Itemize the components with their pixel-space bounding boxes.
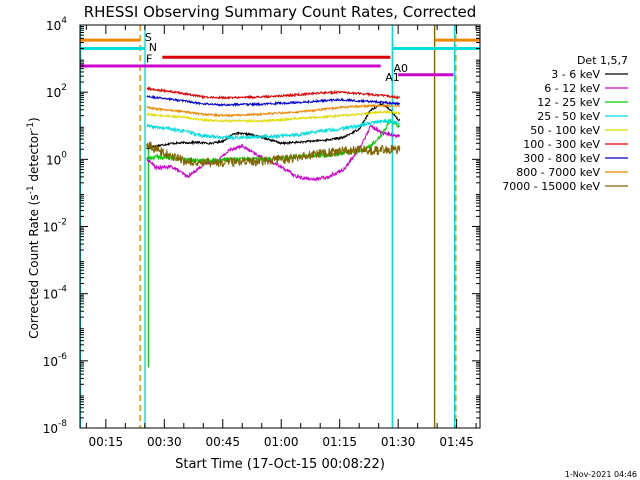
annotation-label-4: A1 <box>385 71 400 84</box>
series-line-0 <box>146 103 401 150</box>
footer-date: 1-Nov-2021 04:46 <box>565 470 637 479</box>
y-tick-label-2: 100 <box>46 150 67 167</box>
series-line-4 <box>146 109 401 124</box>
plot-content <box>80 25 480 428</box>
y-axis-label: Corrected Count Rate (s-1 detector-1) <box>26 117 41 338</box>
series-line-6 <box>146 94 401 108</box>
x-tick-label-4: 01:15 <box>322 435 357 449</box>
legend-label-3: 25 - 50 keV <box>537 110 600 123</box>
y-tick-label-4: 10-4 <box>43 285 68 302</box>
axes: 104 102 100 10-2 10-4 10-6 10-8 00:15 00:30 00:45… <box>43 16 481 449</box>
y-tick-label-5: 10-6 <box>43 352 68 369</box>
y-tick-label-1: 102 <box>46 83 67 100</box>
legend-label-7: 800 - 7000 keV <box>516 166 600 179</box>
x-tick-label-0: 00:15 <box>89 435 124 449</box>
legend-title: Det 1,5,7 <box>577 54 628 67</box>
y-tick-label-6: 10-8 <box>43 419 68 436</box>
x-axis-label: Start Time (17-Oct-15 00:08:22) <box>175 457 385 472</box>
series-line-8 <box>146 141 401 168</box>
series-line-5 <box>146 86 401 101</box>
annotation-label-2: F <box>146 53 152 66</box>
legend-label-5: 100 - 300 keV <box>523 138 600 151</box>
x-tick-label-1: 00:30 <box>147 435 182 449</box>
x-tick-label-5: 01:30 <box>381 435 416 449</box>
y-tick-label-3: 10-2 <box>43 218 67 235</box>
legend-label-2: 12 - 25 keV <box>537 96 600 109</box>
annotation-label-3: A0 <box>393 62 408 75</box>
y-tick-label-0: 104 <box>46 16 67 33</box>
x-tick-label-2: 00:45 <box>205 435 240 449</box>
chart-title: RHESSI Observing Summary Count Rates, Co… <box>84 3 477 21</box>
annotation-label-0: S <box>145 31 152 44</box>
series-line-7 <box>146 103 401 118</box>
legend-label-4: 50 - 100 keV <box>530 124 600 137</box>
annotation-label-1: N <box>149 41 157 54</box>
legend-label-0: 3 - 6 keV <box>551 68 600 81</box>
x-tick-label-3: 01:00 <box>264 435 299 449</box>
series-line-3 <box>146 118 400 141</box>
legend-label-8: 7000 - 15000 keV <box>502 180 600 193</box>
legend-label-1: 6 - 12 keV <box>544 82 600 95</box>
legend-label-6: 300 - 800 keV <box>523 152 600 165</box>
x-tick-label-6: 01:45 <box>439 435 474 449</box>
